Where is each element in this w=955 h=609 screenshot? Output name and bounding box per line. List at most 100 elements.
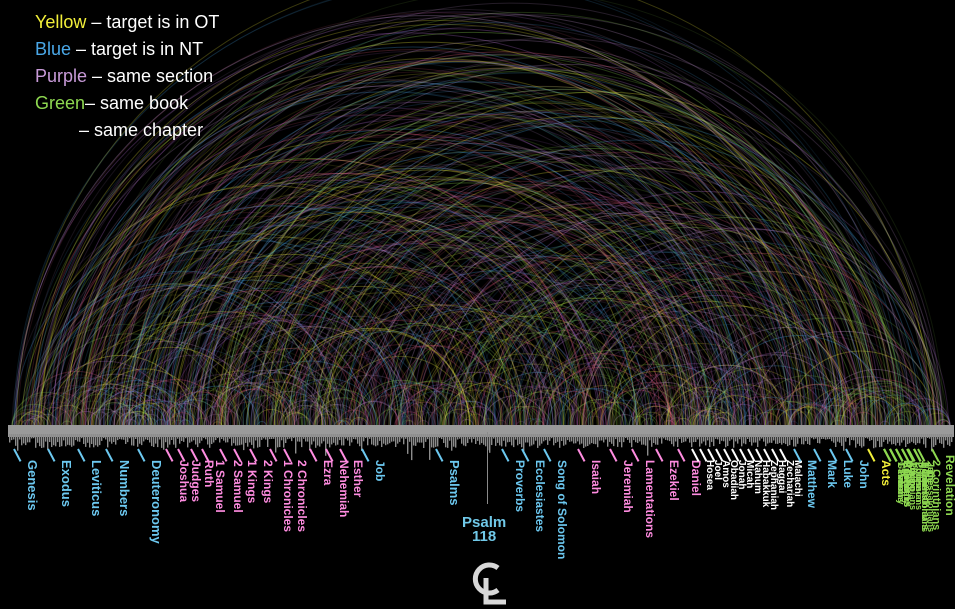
chapter-bar bbox=[925, 434, 927, 448]
cross-reference-arc bbox=[373, 384, 460, 427]
chapter-bar bbox=[37, 434, 39, 443]
cross-reference-arc bbox=[213, 411, 244, 427]
chapter-bar bbox=[247, 434, 249, 447]
cross-reference-arc bbox=[841, 382, 928, 427]
chapter-bar bbox=[939, 434, 941, 444]
cross-reference-arc bbox=[633, 405, 677, 427]
cross-reference-arc bbox=[439, 412, 468, 427]
cross-reference-arc bbox=[135, 138, 710, 427]
chapter-bar bbox=[779, 434, 781, 443]
cross-reference-arc bbox=[126, 379, 225, 427]
cross-reference-arc bbox=[154, 301, 403, 427]
cross-reference-arc bbox=[40, 23, 845, 427]
book-label-judges: Judges bbox=[189, 460, 203, 503]
cross-reference-arc bbox=[180, 133, 767, 427]
chapter-bar bbox=[87, 434, 89, 443]
cross-reference-arc bbox=[690, 410, 723, 427]
cross-reference-arc bbox=[709, 412, 738, 427]
cross-reference-arc bbox=[16, 413, 45, 427]
cross-reference-arc bbox=[291, 320, 504, 427]
chapter-bar bbox=[525, 434, 527, 443]
chapter-bar bbox=[475, 434, 477, 444]
chapter-bar bbox=[829, 434, 831, 440]
chapter-bar bbox=[261, 434, 263, 440]
chapter-bar bbox=[839, 434, 841, 443]
cross-reference-arc bbox=[87, 408, 123, 427]
cross-reference-arc bbox=[183, 350, 334, 427]
cross-reference-arc bbox=[680, 390, 753, 427]
cross-reference-arc bbox=[438, 399, 491, 427]
book-label-proverbs: Proverbs bbox=[513, 460, 527, 513]
cross-reference-arc bbox=[480, 385, 562, 427]
cross-reference-arc bbox=[749, 330, 941, 427]
cross-reference-arc bbox=[256, 399, 313, 427]
cross-reference-arc bbox=[531, 262, 858, 427]
cross-reference-arc bbox=[186, 206, 626, 427]
cross-reference-arc bbox=[546, 388, 627, 427]
cross-reference-arc bbox=[566, 409, 601, 427]
cross-reference-arc bbox=[75, 321, 285, 427]
cross-reference-arc bbox=[805, 387, 884, 427]
cross-reference-arc bbox=[22, 61, 753, 427]
chapter-bar bbox=[423, 434, 425, 448]
cross-reference-arc bbox=[402, 390, 473, 427]
cross-reference-arc bbox=[444, 332, 639, 427]
cross-reference-arc bbox=[371, 198, 826, 427]
chapter-bar bbox=[69, 434, 71, 446]
chapter-bar bbox=[137, 434, 139, 447]
cross-reference-arc bbox=[457, 219, 879, 427]
chapter-bar bbox=[683, 434, 685, 443]
cross-reference-arc bbox=[173, 408, 210, 427]
cross-reference-arc bbox=[719, 419, 735, 427]
chapter-bar bbox=[759, 434, 761, 441]
cross-reference-arc bbox=[52, 28, 849, 427]
chapter-bar bbox=[115, 434, 117, 445]
chapter-bar bbox=[341, 434, 343, 446]
cross-reference-arc bbox=[55, 390, 128, 427]
chapter-bar bbox=[213, 434, 215, 443]
cross-reference-arc bbox=[398, 299, 652, 427]
chapter-bar bbox=[635, 434, 637, 443]
cross-reference-arc bbox=[123, 419, 138, 427]
chapter-bar bbox=[625, 434, 627, 439]
chapter-bar bbox=[367, 434, 369, 446]
cross-reference-arc bbox=[84, 60, 827, 427]
cross-reference-arc bbox=[606, 381, 696, 427]
cross-reference-arc bbox=[851, 385, 933, 427]
chapter-bar bbox=[519, 434, 521, 444]
chapter-bar bbox=[249, 434, 251, 443]
chapter-bar bbox=[395, 434, 397, 447]
cross-reference-arc bbox=[293, 416, 314, 427]
cross-reference-arc bbox=[220, 102, 868, 427]
cross-reference-arc bbox=[816, 376, 921, 427]
chapter-bar bbox=[301, 434, 303, 448]
cross-reference-arc bbox=[59, 388, 135, 427]
cross-reference-arc bbox=[85, 179, 579, 427]
chapter-bar bbox=[263, 434, 265, 439]
cross-reference-arc bbox=[711, 417, 730, 427]
cross-reference-arc bbox=[123, 399, 176, 427]
chapter-bar bbox=[167, 434, 169, 448]
cross-reference-arc bbox=[768, 401, 821, 427]
chapter-bar bbox=[681, 434, 683, 443]
cross-reference-arc bbox=[316, 148, 873, 427]
cross-reference-arc bbox=[74, 309, 308, 427]
cross-reference-arc bbox=[95, 391, 166, 427]
cross-reference-arc bbox=[209, 418, 227, 427]
cross-reference-arc bbox=[536, 390, 607, 427]
book-label-jude: Jude bbox=[926, 462, 936, 484]
cross-reference-arc bbox=[790, 411, 820, 427]
cross-reference-arc bbox=[431, 213, 865, 427]
cross-reference-arc bbox=[314, 397, 373, 427]
cross-reference-arc bbox=[351, 418, 367, 427]
cross-reference-arc bbox=[203, 381, 293, 427]
cross-reference-arc bbox=[628, 415, 649, 427]
chapter-bar bbox=[333, 434, 335, 443]
legend-description: – target is in OT bbox=[86, 12, 220, 32]
chapter-bar bbox=[315, 434, 317, 448]
cross-reference-arc bbox=[484, 290, 755, 427]
chapter-bar bbox=[431, 434, 433, 448]
cross-reference-arc bbox=[464, 378, 564, 427]
